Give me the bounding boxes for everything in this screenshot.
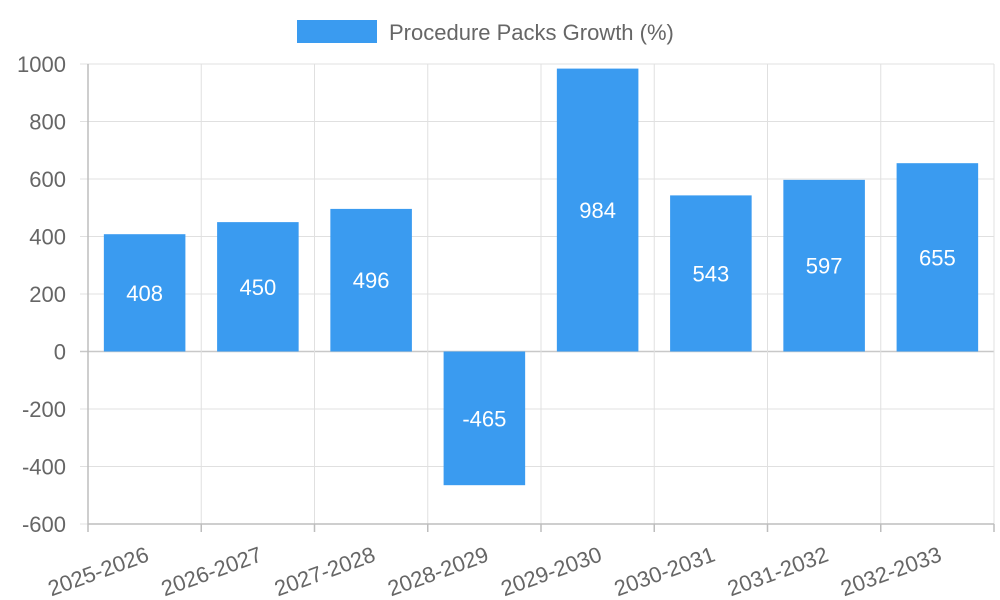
legend-swatch <box>297 20 377 43</box>
bar <box>783 179 865 352</box>
data-label: 655 <box>919 245 956 270</box>
x-tick-label: 2031-2032 <box>724 542 831 600</box>
y-tick-label: 0 <box>54 340 66 365</box>
x-tick-label: 2027-2028 <box>271 542 378 600</box>
x-tick-label: 2032-2033 <box>837 542 944 600</box>
x-tick-label: 2026-2027 <box>158 542 265 600</box>
y-tick-label: -600 <box>22 512 66 537</box>
data-label: 450 <box>240 275 277 300</box>
y-tick-label: 600 <box>29 167 66 192</box>
x-axis-labels: 2025-2026 2026-2027 2027-2028 2028-2029 2029… <box>45 542 945 600</box>
data-label: 408 <box>126 281 163 306</box>
x-tick-label: 2025-2026 <box>45 542 152 600</box>
data-label: -465 <box>462 406 506 431</box>
x-tick-label: 2029-2030 <box>498 542 605 600</box>
bar <box>217 222 299 352</box>
y-tick-label: -200 <box>22 397 66 422</box>
y-tick-label: -400 <box>22 455 66 480</box>
data-label: 543 <box>693 261 730 286</box>
bar <box>330 208 412 352</box>
bar <box>103 234 186 352</box>
x-tick-label: 2030-2031 <box>611 542 718 600</box>
y-tick-label: 1000 <box>17 52 66 77</box>
legend-label: Procedure Packs Growth (%) <box>389 20 674 45</box>
data-labels: 408 450 496 -465 984 543 597 655 <box>126 198 955 431</box>
bar <box>670 195 752 352</box>
bar <box>443 351 526 486</box>
y-tick-label: 800 <box>29 110 66 135</box>
bars <box>103 68 979 486</box>
y-tick-label: 200 <box>29 282 66 307</box>
legend[interactable]: Procedure Packs Growth (%) <box>297 20 674 45</box>
axes <box>87 64 995 532</box>
data-label: 984 <box>579 198 616 223</box>
data-label: 496 <box>353 268 390 293</box>
y-axis-labels: 1000 800 600 400 200 0 -200 -400 -600 <box>17 52 66 537</box>
bar <box>556 68 639 352</box>
bar <box>896 163 979 352</box>
x-tick-label: 2028-2029 <box>384 542 491 600</box>
y-tick-label: 400 <box>29 225 66 250</box>
data-label: 597 <box>806 254 843 279</box>
